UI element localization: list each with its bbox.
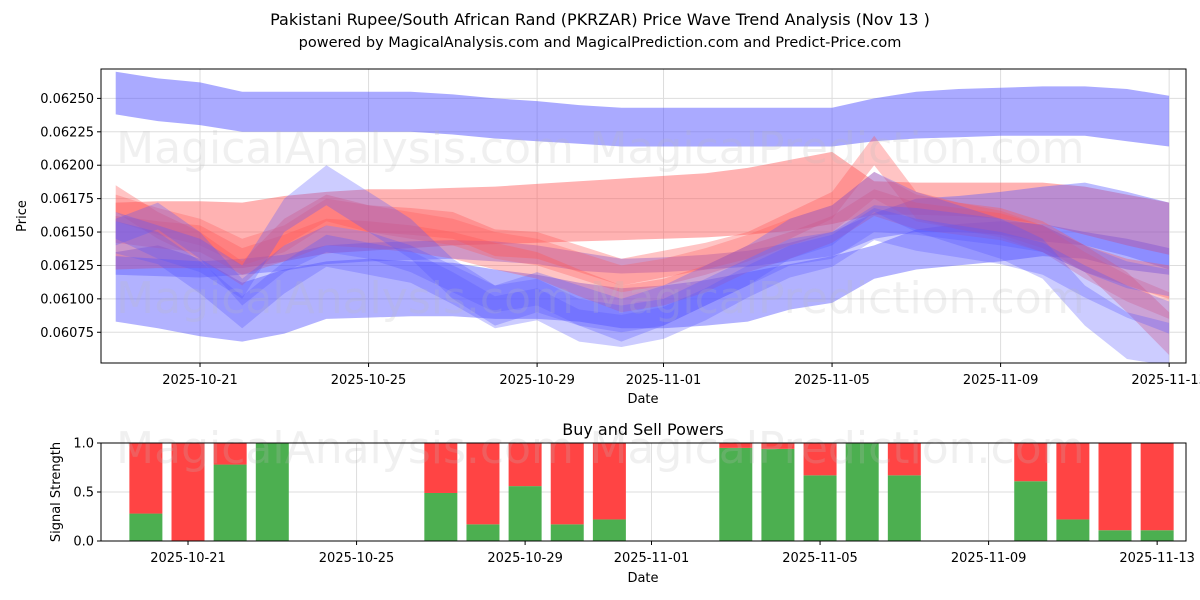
watermark-prediction-bottom: MagicalPrediction.com	[590, 423, 1085, 474]
top-x-tick-label: 2025-11-13	[1131, 373, 1200, 388]
buy-bar	[887, 475, 921, 541]
sell-bar	[803, 443, 837, 476]
top-y-tick-label: 0.06150	[40, 226, 94, 241]
bottom-y-tick-label: 0.5	[73, 486, 94, 501]
chart-subtitle: powered by MagicalAnalysis.com and Magic…	[299, 35, 902, 51]
band-purple-trend-band	[115, 182, 1170, 278]
watermark-analysis-top: MagicalAnalysis.com	[116, 123, 574, 174]
bottom-watermarks: MagicalAnalysis.com MagicalPrediction.co…	[116, 423, 1084, 474]
buy-bar	[255, 443, 289, 541]
buy-bar	[761, 448, 795, 541]
top-x-tick-label: 2025-10-25	[331, 373, 407, 388]
band-wide-lower-band	[115, 221, 1170, 342]
bottom-x-ticks: 2025-10-21 2025-10-25 2025-10-29 2025-11-01…	[150, 541, 1195, 566]
bottom-y-tick-label: 1.0	[73, 437, 94, 452]
sell-bar	[761, 443, 795, 449]
top-x-tick-label: 2025-11-01	[626, 373, 702, 388]
band-red-wave-2	[115, 189, 1170, 313]
bottom-x-tick-label: 2025-10-25	[319, 551, 395, 566]
sell-bar	[213, 443, 247, 465]
sell-bar	[550, 443, 584, 525]
sell-bar	[424, 443, 458, 493]
watermark-prediction-top: MagicalPrediction.com	[590, 123, 1085, 174]
bottom-x-tick-label: 2025-10-29	[487, 551, 563, 566]
bottom-y-axis-label: Signal Strength	[49, 442, 64, 542]
top-y-tick-label: 0.06175	[40, 192, 94, 207]
chart-title: Pakistani Rupee/South African Rand (PKRZ…	[270, 10, 930, 29]
band-blue-wave-1	[115, 165, 1170, 363]
bottom-y-tick-label: 0.0	[73, 535, 94, 550]
band-top-band	[115, 71, 1170, 147]
buy-bar	[803, 475, 837, 541]
bottom-x-tick-label: 2025-10-21	[150, 551, 226, 566]
top-x-tick-label: 2025-10-21	[162, 373, 238, 388]
top-y-tick-label: 0.06100	[40, 292, 94, 307]
top-y-ticks: 0.06075 0.06100 0.06125 0.06150 0.06175 0.062…	[40, 92, 101, 341]
buy-bar	[508, 486, 542, 541]
top-x-axis-label: Date	[627, 392, 658, 407]
sell-bar	[1014, 443, 1048, 482]
bottom-y-ticks: 0.0 0.5 1.0	[73, 437, 101, 550]
top-x-ticks: 2025-10-21 2025-10-25 2025-10-29 2025-11-01…	[162, 363, 1200, 388]
buy-bar	[213, 464, 247, 541]
band-blue-wave-3	[115, 208, 1170, 347]
sell-bar	[1140, 443, 1174, 531]
top-y-tick-label: 0.06125	[40, 259, 94, 274]
top-y-tick-label: 0.06225	[40, 125, 94, 140]
buy-sell-power-chart: Buy and Sell Powers MagicalAnalysis.com …	[49, 420, 1195, 586]
band-blue-wave-2	[115, 202, 1170, 333]
buy-bar	[550, 524, 584, 541]
signal-bars	[129, 443, 1174, 541]
wave-bands	[115, 71, 1170, 363]
buy-bar	[424, 492, 458, 541]
bottom-x-tick-label: 2025-11-09	[951, 551, 1027, 566]
top-watermarks: MagicalAnalysis.com MagicalPrediction.co…	[116, 123, 1084, 324]
watermark-analysis-mid: MagicalAnalysis.com	[116, 273, 574, 324]
buy-bar	[129, 513, 163, 541]
sell-bar	[592, 443, 626, 520]
buy-bar	[1140, 530, 1174, 541]
top-y-tick-label: 0.06200	[40, 159, 94, 174]
sell-bar	[508, 443, 542, 487]
buy-bar	[845, 443, 879, 541]
top-x-tick-label: 2025-11-09	[963, 373, 1039, 388]
sell-bar	[466, 443, 500, 525]
sell-bar	[719, 443, 753, 448]
buy-bar	[1014, 481, 1048, 541]
watermark-prediction-mid: MagicalPrediction.com	[590, 273, 1085, 324]
price-wave-chart: MagicalAnalysis.com MagicalPrediction.co…	[15, 68, 1200, 407]
buy-bar	[466, 524, 500, 541]
buy-bar	[592, 519, 626, 541]
bottom-chart-title: Buy and Sell Powers	[562, 420, 724, 439]
buy-bar	[1098, 530, 1132, 541]
buy-bar	[1056, 519, 1090, 541]
sell-bar	[129, 443, 163, 514]
top-y-axis-label: Price	[15, 200, 30, 232]
top-y-tick-label: 0.06250	[40, 92, 94, 107]
watermark-analysis-bottom: MagicalAnalysis.com	[116, 423, 574, 474]
band-red-wave-3	[115, 171, 1170, 319]
top-y-tick-label: 0.06075	[40, 326, 94, 341]
bottom-x-tick-label: 2025-11-01	[614, 551, 690, 566]
bottom-x-tick-label: 2025-11-05	[782, 551, 858, 566]
sell-bar	[1056, 443, 1090, 520]
buy-bar	[719, 447, 753, 541]
band-red-wave-1	[115, 135, 1170, 355]
top-x-tick-label: 2025-10-29	[499, 373, 575, 388]
sell-bar	[1098, 443, 1132, 531]
top-plot-frame	[100, 68, 1187, 364]
bottom-x-tick-label: 2025-11-13	[1119, 551, 1195, 566]
band-wide-red-band	[115, 151, 1170, 270]
top-x-tick-label: 2025-11-05	[794, 373, 870, 388]
sell-bar	[171, 443, 205, 541]
bottom-x-axis-label: Date	[627, 571, 658, 586]
sell-bar	[887, 443, 921, 476]
